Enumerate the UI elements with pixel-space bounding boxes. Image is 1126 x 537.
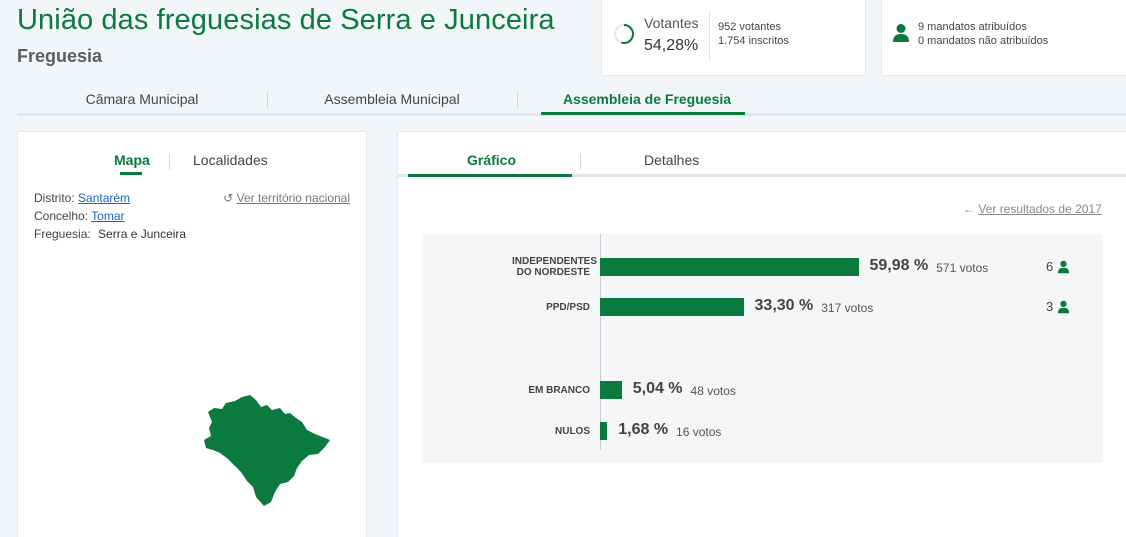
- votes-label: 48 votos: [690, 384, 736, 398]
- person-icon: [893, 24, 909, 42]
- votantes-percent: 54,28%: [644, 37, 699, 54]
- results-bar-chart: INDEPENDENTES DO NORDESTE 59,98 % 571 voto…: [422, 234, 1103, 463]
- active-tab-indicator: [541, 112, 745, 115]
- tab-mapa[interactable]: Mapa: [114, 152, 150, 168]
- tab-assembleia-municipal[interactable]: Assembleia Municipal: [324, 91, 460, 107]
- map-panel: Mapa Localidades Distrito: Santarém Conc…: [17, 131, 367, 537]
- concelho-row: Concelho: Tomar: [34, 209, 125, 223]
- percent-label: 5,04 %: [632, 380, 683, 397]
- tab-camara-municipal[interactable]: Câmara Municipal: [85, 91, 199, 107]
- tab-separator: [169, 154, 170, 170]
- person-icon: [1057, 300, 1070, 314]
- distrito-row: Distrito: Santarém: [34, 191, 130, 205]
- distrito-label: Distrito:: [34, 191, 75, 205]
- tab-separator: [267, 92, 268, 108]
- election-tabs: Câmara Municipal Assembleia Municipal As…: [17, 86, 1126, 116]
- bar[interactable]: [600, 298, 744, 316]
- category-label: INDEPENDENTES DO NORDESTE: [512, 256, 598, 278]
- tab-assembleia-freguesia[interactable]: Assembleia de Freguesia: [562, 91, 732, 107]
- results-panel: Gráfico Detalhes ← Ver resultados de 201…: [397, 131, 1126, 537]
- percent-label: 1,68 %: [618, 421, 669, 438]
- bar[interactable]: [600, 422, 608, 440]
- freguesia-value: Serra e Junceira: [98, 227, 187, 241]
- category-label: PPD/PSD: [546, 302, 590, 313]
- tab-separator: [517, 92, 518, 108]
- page-subtitle: Freguesia: [17, 46, 103, 66]
- active-tab-indicator: [120, 172, 142, 175]
- chart-axis: [600, 234, 601, 450]
- parish-map-shape[interactable]: [198, 394, 333, 512]
- participation-ring-icon: [614, 24, 634, 44]
- votes-label: 317 votos: [821, 301, 874, 315]
- voters-count: 952 votantes: [718, 21, 781, 33]
- tab-localidades[interactable]: Localidades: [193, 152, 268, 168]
- divider: [709, 11, 710, 61]
- category-label: NULOS: [555, 426, 590, 437]
- votes-label: 16 votos: [676, 425, 722, 439]
- tab-detalhes[interactable]: Detalhes: [644, 152, 700, 168]
- concelho-label: Concelho:: [34, 209, 89, 223]
- mandatos-card: 9 mandatos atribuídos 0 mandatos não atr…: [881, 0, 1126, 76]
- mandatos-unassigned: 0 mandatos não atribuídos: [918, 35, 1049, 47]
- concelho-link[interactable]: Tomar: [91, 209, 125, 223]
- active-tab-indicator: [408, 174, 572, 177]
- ver-territorio-link[interactable]: ↺ Ver território nacional: [223, 191, 350, 205]
- ver-2017-link[interactable]: ← Ver resultados de 2017: [963, 202, 1102, 216]
- votes-label: 571 votos: [936, 261, 989, 275]
- tab-grafico[interactable]: Gráfico: [467, 152, 517, 168]
- registered-count: 1.754 inscritos: [718, 35, 789, 47]
- ver-territorio-label: Ver território nacional: [236, 191, 350, 205]
- seats-count: 6: [1046, 259, 1054, 274]
- page-title: União das freguesias de Serra e Junceira: [17, 4, 555, 36]
- percent-label: 59,98 %: [869, 257, 929, 274]
- person-icon: [1057, 260, 1070, 274]
- undo-icon: ↺: [223, 191, 234, 205]
- tabs-underline: [398, 174, 1126, 177]
- tab-separator: [580, 154, 581, 170]
- votantes-card: Votantes 54,28% 952 votantes 1.754 inscr…: [601, 0, 866, 76]
- arrow-left-icon: ←: [963, 202, 975, 216]
- bar[interactable]: [600, 258, 859, 276]
- category-label: EM BRANCO: [528, 385, 590, 396]
- seats-count: 3: [1046, 299, 1054, 314]
- percent-label: 33,30 %: [754, 297, 814, 314]
- votantes-label: Votantes: [644, 15, 699, 31]
- bar[interactable]: [600, 381, 622, 399]
- freguesia-row: Freguesia: Serra e Junceira: [34, 227, 186, 241]
- freguesia-label: Freguesia:: [34, 227, 91, 241]
- mandatos-assigned: 9 mandatos atribuídos: [918, 21, 1027, 33]
- ver-2017-label: Ver resultados de 2017: [978, 202, 1102, 216]
- distrito-link[interactable]: Santarém: [78, 191, 131, 205]
